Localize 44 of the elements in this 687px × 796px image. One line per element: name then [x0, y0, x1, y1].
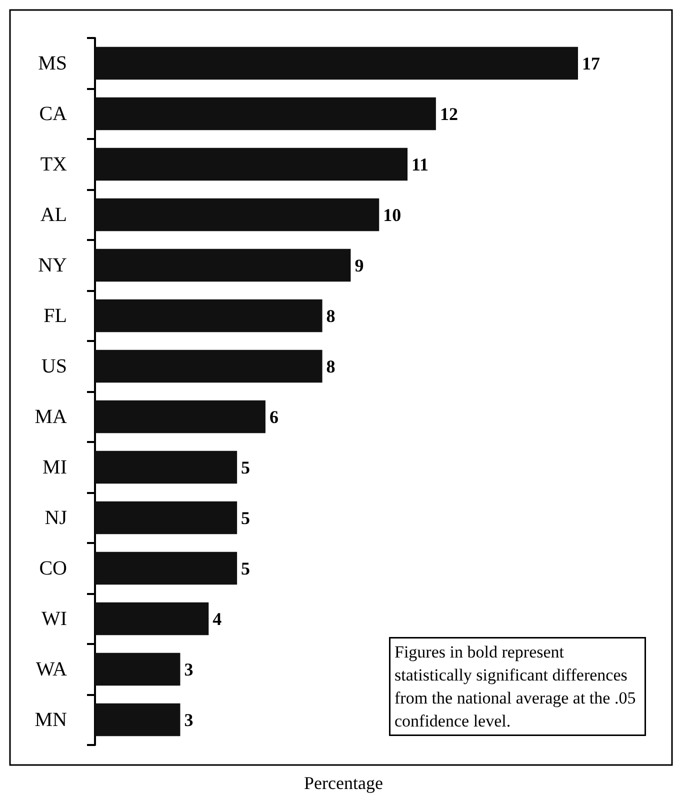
data-label: 3 [184, 710, 194, 730]
data-label: 17 [582, 53, 600, 74]
bar [95, 652, 180, 686]
data-label: 5 [241, 457, 250, 478]
y-tick-label: CA [39, 102, 68, 125]
data-label: 4 [212, 608, 222, 629]
y-tick-label: US [41, 355, 67, 378]
y-tick-label: CO [39, 557, 67, 580]
y-tick-label: NY [38, 254, 67, 276]
bar [95, 552, 238, 585]
data-label: 6 [269, 406, 278, 427]
data-label: 8 [326, 306, 336, 326]
bar [95, 602, 209, 636]
y-tick-label: AL [40, 204, 67, 226]
data-label: 5 [241, 558, 250, 578]
bar [95, 97, 436, 130]
bar [95, 703, 180, 736]
x-axis-title: Percentage [304, 773, 383, 793]
y-tick-label: NJ [44, 506, 68, 529]
bar [95, 148, 408, 181]
y-tick-label: MI [42, 456, 67, 478]
y-tick-label: MS [38, 52, 67, 74]
data-label: 12 [440, 104, 458, 124]
bar [95, 46, 578, 80]
bar [95, 299, 322, 332]
bar [95, 450, 238, 484]
annotation: Figures in bold represent statistically significant differences from the national average at the .05 confidence level. [394, 642, 640, 730]
data-label: 11 [412, 154, 429, 174]
bar [95, 198, 380, 232]
data-label: 8 [326, 356, 336, 376]
data-label: 9 [354, 255, 364, 276]
y-tick-label: MA [34, 406, 68, 428]
bar [95, 350, 322, 383]
y-tick-label: TX [40, 153, 68, 176]
y-tick-label: MN [34, 708, 67, 731]
data-label: 3 [184, 659, 194, 680]
bar [95, 501, 238, 534]
y-tick-label: WI [41, 608, 67, 630]
y-tick-label: WA [36, 658, 68, 680]
data-label: 10 [383, 204, 402, 225]
bar [95, 248, 351, 282]
y-tick-label: FL [44, 304, 67, 327]
data-label: 5 [241, 508, 250, 528]
bar [95, 400, 266, 434]
